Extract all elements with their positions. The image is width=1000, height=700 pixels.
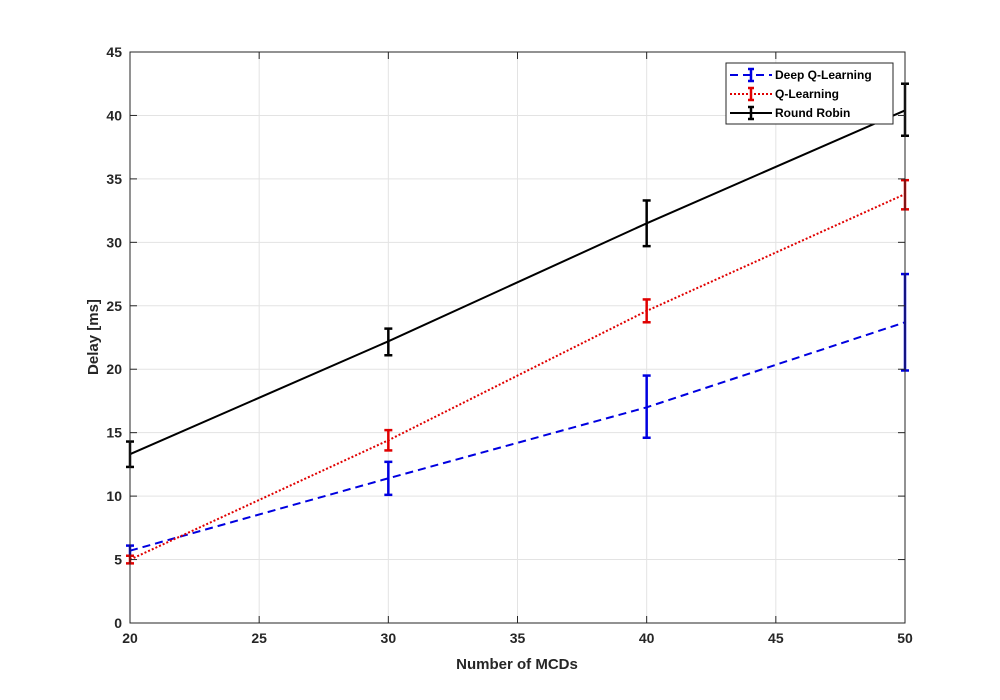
y-axis-label: Delay [ms] [85, 299, 102, 375]
y-tick-label: 45 [106, 44, 122, 60]
series-line-q-learning [129, 193, 906, 561]
x-tick-label: 40 [639, 630, 655, 646]
legend-item-round-robin: Round Robin [730, 105, 850, 121]
series-round-robin [126, 82, 909, 469]
x-tick-label: 50 [897, 630, 913, 646]
error-bar [384, 428, 393, 452]
x-tick-label: 25 [251, 630, 267, 646]
legend-label: Deep Q-Learning [775, 68, 872, 82]
y-tick-label: 15 [106, 425, 122, 441]
y-tick-label: 0 [114, 615, 122, 631]
y-tick-label: 30 [106, 234, 122, 250]
error-bar [384, 327, 393, 357]
error-bar [642, 199, 651, 248]
x-tick-label: 30 [381, 630, 397, 646]
error-bar [384, 460, 393, 497]
y-tick-label: 25 [106, 298, 122, 314]
y-tick-label: 20 [106, 361, 122, 377]
x-tick-label: 35 [510, 630, 526, 646]
y-tick-label: 40 [106, 107, 122, 123]
error-bar [642, 298, 651, 324]
x-tick-label: 45 [768, 630, 784, 646]
x-tick-label: 20 [122, 630, 138, 646]
x-axis-label: Number of MCDs [456, 656, 578, 673]
y-tick-label: 5 [114, 552, 122, 568]
legend: Deep Q-Learning Q-Learning Round Robin [725, 62, 894, 125]
legend-label: Q-Learning [775, 87, 839, 101]
y-tick-label: 35 [106, 171, 122, 187]
y-tick-label: 10 [106, 488, 122, 504]
axis-ticks: 20 25 30 35 40 45 50 0 5 10 15 20 25 30 35 40 45 [106, 44, 913, 646]
legend-label: Round Robin [775, 106, 850, 120]
legend-item-q-learning: Q-Learning [730, 86, 839, 102]
series-line-deep-q-learning [129, 321, 906, 552]
legend-item-deep-q-learning: Deep Q-Learning [730, 67, 872, 83]
error-bar [642, 374, 651, 439]
series-line-round-robin [129, 109, 906, 456]
